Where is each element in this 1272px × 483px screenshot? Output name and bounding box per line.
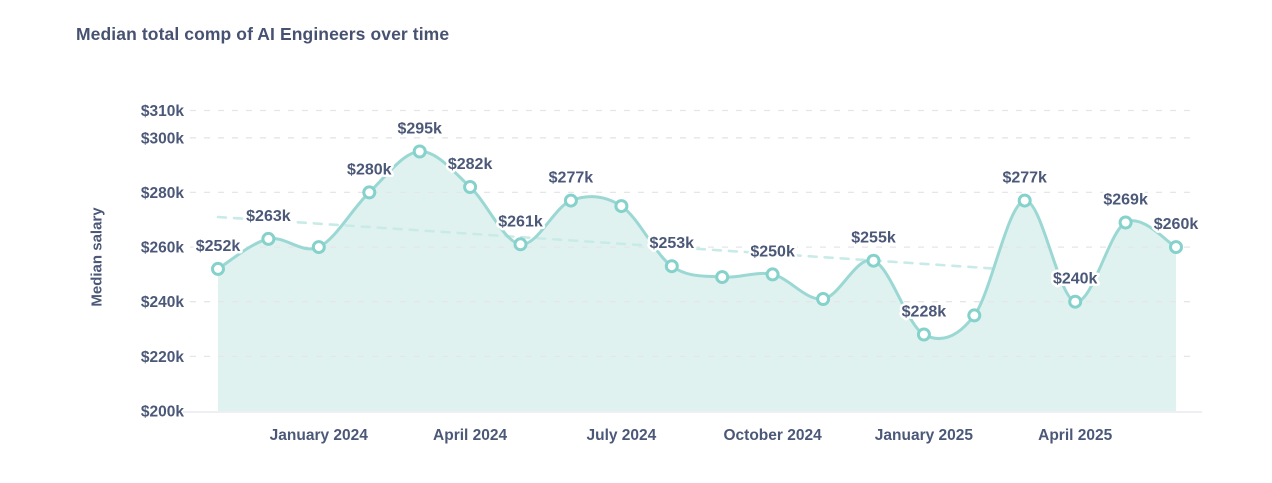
y-tick-label: $280k (141, 185, 184, 202)
data-point-label: $250k (750, 243, 795, 260)
data-point-marker (1169, 240, 1183, 255)
data-point-marker (614, 199, 629, 214)
data-point-marker (866, 253, 881, 268)
data-point-label: $260k (1154, 216, 1199, 233)
data-point-marker (715, 270, 730, 285)
x-tick-label: October 2024 (723, 427, 822, 444)
data-point-label: $269k (1103, 192, 1148, 209)
data-point-label: $263k (246, 208, 291, 225)
data-point-marker (211, 261, 225, 276)
data-point-marker (967, 308, 982, 323)
data-point-marker (816, 292, 831, 306)
data-point-marker (916, 327, 931, 342)
y-tick-label: $200k (141, 404, 184, 421)
data-point-marker (261, 231, 276, 246)
data-point-label: $277k (549, 170, 594, 187)
x-tick-label: January 2024 (270, 427, 369, 444)
y-tick-label: $240k (141, 294, 184, 311)
data-point-label: $252k (196, 238, 241, 255)
data-point-label: $240k (1053, 271, 1098, 288)
data-point-marker (664, 259, 679, 274)
data-point-marker (1017, 193, 1032, 208)
y-tick-label: $300k (141, 130, 184, 147)
data-point-marker (311, 240, 326, 255)
data-point-marker (563, 193, 578, 208)
data-point-label: $261k (498, 213, 543, 230)
chart-title: Median total comp of AI Engineers over t… (76, 24, 450, 44)
x-tick-label: January 2025 (875, 427, 974, 444)
x-tick-label: July 2024 (586, 427, 656, 444)
area-fill (218, 151, 1176, 412)
x-tick-label: April 2024 (433, 427, 507, 444)
y-tick-label: $260k (141, 240, 184, 257)
data-point-label: $282k (448, 156, 493, 173)
y-tick-label: $310k (141, 103, 184, 120)
data-point-marker (765, 267, 780, 282)
trend-line (216, 215, 1001, 271)
y-tick-label: $220k (141, 349, 184, 366)
data-point-label: $253k (650, 235, 695, 252)
data-point-marker (513, 237, 528, 252)
data-point-marker (362, 185, 377, 200)
data-point-marker (412, 144, 427, 159)
data-point-marker (1118, 215, 1133, 230)
data-point-label: $255k (851, 230, 896, 247)
data-point-label: $295k (397, 121, 442, 138)
data-point-label: $277k (1002, 170, 1047, 187)
x-tick-label: April 2025 (1038, 427, 1112, 444)
data-point-label: $228k (902, 304, 947, 321)
data-point-label: $280k (347, 161, 392, 178)
data-point-marker (463, 180, 478, 194)
data-point-marker (1068, 294, 1083, 309)
